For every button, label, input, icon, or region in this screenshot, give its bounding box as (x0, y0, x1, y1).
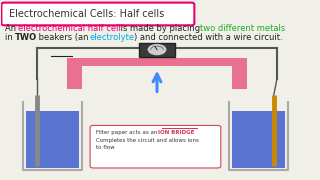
Bar (67, 58, 247, 66)
Text: An: An (4, 24, 18, 33)
Text: Filter paper acts as an: Filter paper acts as an (96, 130, 160, 135)
Bar (82, 66, 232, 89)
Bar (232, 111, 284, 168)
Bar (67, 58, 82, 89)
Text: two different metals: two different metals (200, 24, 286, 33)
Text: Electrochemical Cells: Half cells: Electrochemical Cells: Half cells (9, 9, 164, 19)
FancyBboxPatch shape (90, 125, 221, 168)
Text: Completes the circuit and allows ions: Completes the circuit and allows ions (96, 138, 199, 143)
FancyBboxPatch shape (1, 3, 194, 25)
Text: beakers (an: beakers (an (36, 33, 91, 42)
Text: is made by placing: is made by placing (118, 24, 203, 33)
Text: to flow: to flow (96, 145, 115, 150)
Circle shape (148, 45, 166, 55)
Text: in: in (4, 33, 15, 42)
Bar (232, 58, 247, 89)
Text: electrochemical half cell: electrochemical half cell (18, 24, 121, 33)
Text: ION BRIDGE: ION BRIDGE (158, 130, 194, 135)
Bar (26, 111, 79, 168)
FancyBboxPatch shape (139, 43, 175, 57)
Text: TWO: TWO (15, 33, 37, 42)
Text: ) and connected with a wire circuit.: ) and connected with a wire circuit. (134, 33, 282, 42)
Text: Filter paper acts as an: Filter paper acts as an (96, 130, 160, 135)
Text: electrolyte: electrolyte (90, 33, 135, 42)
